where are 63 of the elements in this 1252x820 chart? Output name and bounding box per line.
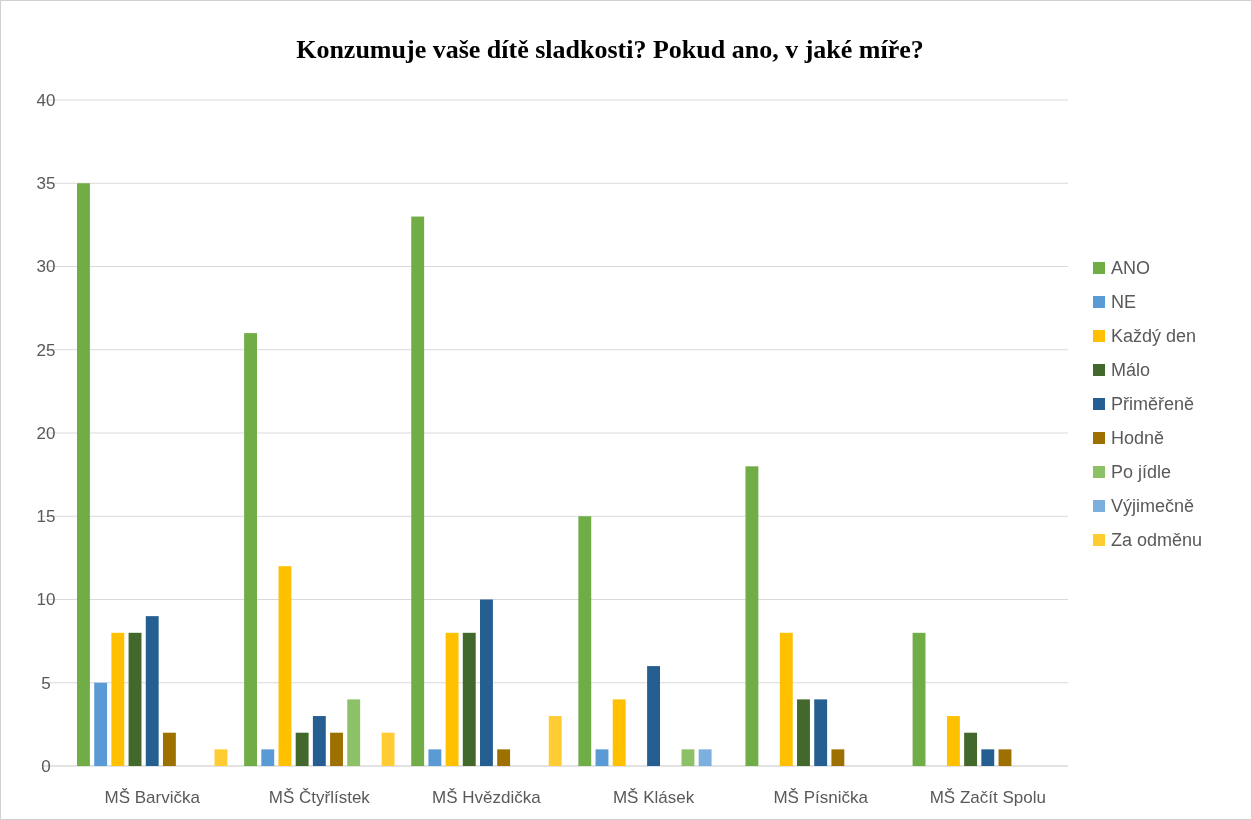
bar — [295, 732, 309, 766]
y-tick-label: 5 — [41, 673, 51, 693]
bar — [548, 716, 562, 766]
bar — [612, 699, 626, 766]
y-tick-label: 15 — [36, 507, 56, 527]
legend-label: Přiměřeně — [1111, 394, 1195, 415]
bar — [578, 516, 592, 766]
y-tick-label: 0 — [41, 756, 51, 776]
bar — [330, 732, 343, 766]
bar — [77, 183, 90, 766]
y-tick-label: 20 — [36, 423, 56, 443]
bar — [347, 699, 361, 766]
bar — [745, 466, 759, 766]
legend-label: Hodně — [1111, 428, 1165, 449]
legend-label: Za odměnu — [1111, 530, 1203, 551]
bar — [981, 749, 995, 766]
bar — [480, 599, 493, 766]
bar — [946, 716, 960, 766]
legend-label: NE — [1111, 292, 1137, 313]
bar — [278, 566, 292, 766]
y-tick-label: 40 — [36, 90, 56, 110]
legend-label: Výjimečně — [1111, 496, 1195, 517]
bar — [814, 699, 828, 766]
bar — [497, 749, 511, 766]
chart-title: Konzumuje vaše dítě sladkosti? Pokud ano, v jaké míře? — [296, 35, 924, 64]
bar — [595, 749, 609, 766]
y-tick-label: 25 — [36, 340, 56, 360]
bar — [831, 749, 845, 766]
y-tick-label: 10 — [36, 590, 56, 610]
x-tick-label: MŠ Barvička — [104, 788, 201, 807]
bar — [428, 749, 442, 766]
bar — [244, 333, 258, 766]
bar — [312, 716, 326, 766]
bar — [261, 749, 275, 766]
bar — [94, 682, 108, 766]
bar — [381, 732, 395, 766]
bar — [214, 749, 228, 766]
legend-label: ANO — [1111, 258, 1151, 279]
y-tick-label: 30 — [36, 257, 56, 277]
x-tick-label: MŠ Písnička — [773, 788, 869, 807]
bar — [111, 632, 125, 766]
x-tick-label: MŠ Čtyřlístek — [268, 788, 371, 807]
bar — [445, 632, 459, 766]
bar — [797, 699, 810, 766]
bar — [998, 749, 1012, 766]
bar — [681, 749, 695, 766]
legend-label: Málo — [1111, 360, 1151, 381]
bar — [647, 666, 660, 766]
bar — [779, 632, 793, 766]
bar — [145, 616, 159, 766]
bar — [912, 632, 926, 766]
bar — [462, 632, 476, 766]
x-tick-label: MŠ Začít Spolu — [929, 788, 1046, 807]
x-tick-label: MŠ Klásek — [612, 788, 695, 807]
bar — [411, 216, 425, 766]
x-tick-label: MŠ Hvězdička — [432, 788, 542, 807]
bar — [964, 732, 978, 766]
bar — [128, 632, 142, 766]
y-tick-label: 35 — [36, 174, 56, 194]
bar — [162, 732, 176, 766]
bar — [698, 749, 712, 766]
legend-label: Po jídle — [1111, 462, 1172, 483]
legend-label: Každý den — [1111, 326, 1197, 347]
